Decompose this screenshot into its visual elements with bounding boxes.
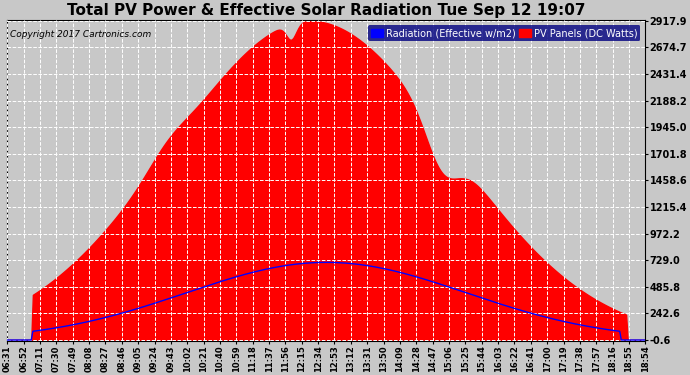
Legend: Radiation (Effective w/m2), PV Panels (DC Watts): Radiation (Effective w/m2), PV Panels (D… xyxy=(368,25,640,41)
Title: Total PV Power & Effective Solar Radiation Tue Sep 12 19:07: Total PV Power & Effective Solar Radiati… xyxy=(67,3,586,18)
Text: Copyright 2017 Cartronics.com: Copyright 2017 Cartronics.com xyxy=(10,30,152,39)
